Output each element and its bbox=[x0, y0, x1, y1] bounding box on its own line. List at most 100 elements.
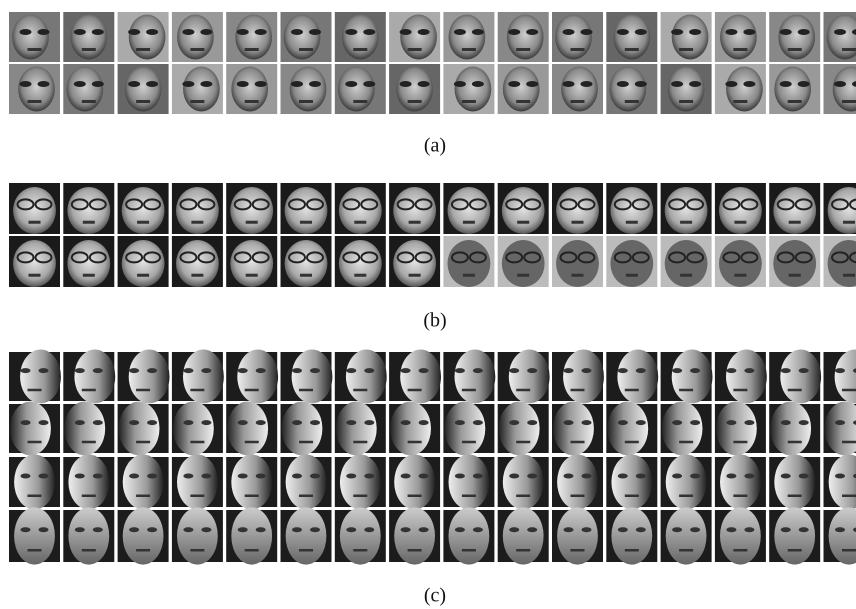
eye bbox=[310, 474, 320, 479]
face bbox=[176, 187, 219, 234]
mouth bbox=[625, 495, 639, 498]
face-image bbox=[715, 402, 766, 456]
eye bbox=[129, 474, 139, 479]
face bbox=[13, 187, 56, 234]
face bbox=[346, 350, 387, 404]
face-image bbox=[226, 507, 277, 564]
face-image bbox=[226, 183, 277, 234]
face-image bbox=[281, 507, 332, 564]
mouth bbox=[516, 389, 530, 392]
face-image bbox=[552, 236, 603, 287]
mouth bbox=[191, 274, 203, 277]
face-image bbox=[172, 64, 223, 114]
mouth bbox=[245, 389, 259, 392]
face-image bbox=[661, 507, 712, 564]
eye bbox=[183, 368, 193, 373]
eye bbox=[526, 29, 538, 35]
face-image bbox=[715, 236, 766, 287]
face bbox=[447, 240, 490, 287]
face bbox=[780, 350, 821, 404]
mouth bbox=[299, 389, 313, 392]
eye bbox=[21, 368, 31, 373]
eye bbox=[74, 29, 86, 35]
eye bbox=[292, 420, 302, 425]
mouth bbox=[625, 48, 639, 51]
mouth bbox=[28, 48, 42, 51]
eye bbox=[292, 368, 302, 373]
face bbox=[509, 350, 550, 404]
mouth bbox=[28, 441, 42, 444]
face-image bbox=[63, 12, 114, 62]
face-image bbox=[715, 12, 766, 62]
face bbox=[726, 67, 763, 112]
face bbox=[502, 187, 545, 234]
mouth bbox=[680, 274, 692, 277]
face bbox=[390, 402, 431, 456]
face-image bbox=[824, 12, 856, 62]
panel-caption: (a) bbox=[424, 135, 446, 157]
eye bbox=[473, 368, 483, 373]
face bbox=[339, 187, 382, 234]
face-image bbox=[769, 402, 820, 456]
mouth bbox=[842, 389, 856, 392]
face-image bbox=[63, 64, 114, 114]
face bbox=[286, 507, 327, 564]
eye bbox=[618, 474, 628, 479]
face-image bbox=[715, 507, 766, 564]
face-image bbox=[172, 236, 223, 287]
mouth bbox=[245, 441, 259, 444]
eye bbox=[309, 29, 321, 35]
eye bbox=[563, 81, 575, 87]
eye bbox=[201, 368, 211, 373]
eye bbox=[744, 527, 754, 532]
mouth bbox=[354, 274, 366, 277]
face bbox=[719, 240, 762, 287]
eye bbox=[128, 29, 140, 35]
face bbox=[507, 15, 544, 60]
face bbox=[129, 350, 170, 404]
face-image bbox=[606, 350, 658, 404]
mouth bbox=[137, 274, 149, 277]
mouth bbox=[733, 100, 747, 103]
face-image bbox=[498, 402, 549, 456]
eye bbox=[238, 527, 248, 532]
face-image bbox=[769, 350, 821, 404]
face bbox=[177, 507, 218, 564]
face bbox=[18, 67, 55, 112]
face-image bbox=[281, 64, 332, 114]
face-image bbox=[769, 64, 820, 114]
face-image bbox=[118, 236, 169, 287]
eye bbox=[201, 420, 211, 425]
face bbox=[726, 350, 767, 404]
eye bbox=[75, 527, 85, 532]
face-image bbox=[389, 183, 440, 234]
eye bbox=[238, 474, 248, 479]
mouth bbox=[299, 495, 313, 498]
mouth bbox=[190, 389, 204, 392]
mouth bbox=[353, 549, 367, 552]
face-image bbox=[606, 402, 657, 456]
mouth bbox=[733, 549, 747, 552]
face bbox=[400, 15, 437, 60]
mouth bbox=[408, 495, 422, 498]
mouth bbox=[245, 549, 259, 552]
eye bbox=[473, 420, 483, 425]
eye bbox=[454, 81, 466, 87]
face-image bbox=[715, 183, 766, 234]
face-image bbox=[281, 402, 332, 456]
face bbox=[773, 187, 816, 234]
mouth bbox=[190, 441, 204, 444]
eye bbox=[743, 29, 755, 35]
face-image bbox=[443, 183, 494, 234]
face-image bbox=[552, 455, 603, 510]
eye bbox=[400, 29, 412, 35]
face bbox=[563, 350, 604, 404]
eye bbox=[419, 420, 429, 425]
eye bbox=[455, 368, 465, 373]
face-image bbox=[661, 350, 713, 404]
eye bbox=[364, 474, 374, 479]
face-image bbox=[63, 402, 114, 456]
eye bbox=[689, 29, 701, 35]
face bbox=[770, 402, 811, 456]
mouth bbox=[408, 441, 422, 444]
